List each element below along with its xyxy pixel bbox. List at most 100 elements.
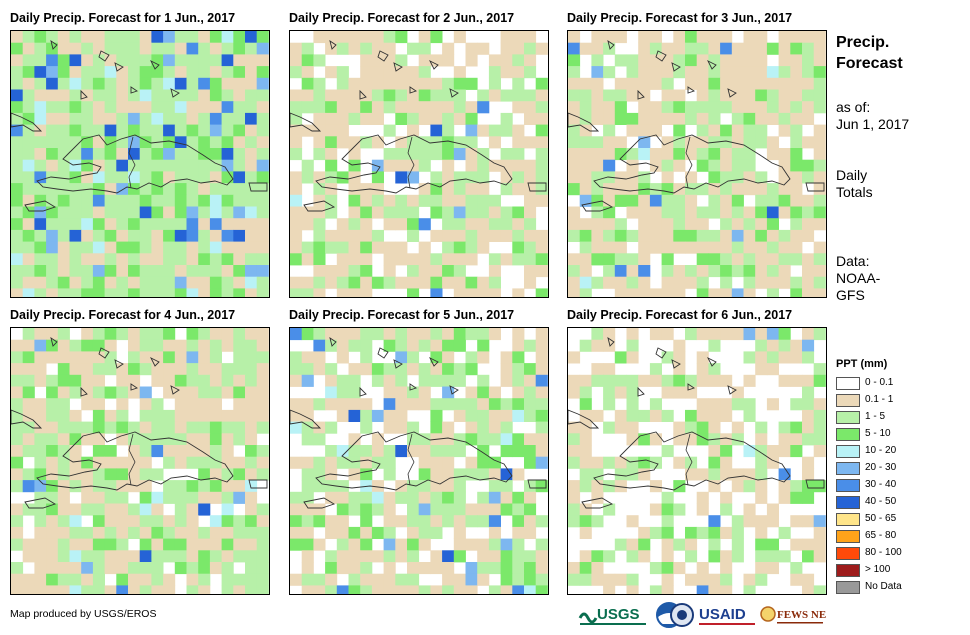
precip-cell: [790, 171, 803, 184]
precip-cell: [69, 456, 82, 469]
precip-cell: [116, 183, 129, 196]
precip-cell: [395, 206, 408, 219]
precip-cell: [290, 206, 303, 219]
precip-cell: [151, 374, 164, 387]
legend-label: 1 - 5: [865, 411, 886, 422]
precip-cell: [209, 183, 222, 196]
precip-cell: [568, 515, 581, 528]
precip-cell: [11, 42, 24, 55]
precip-cell: [290, 398, 303, 411]
precip-cell: [371, 433, 384, 446]
precip-cell: [46, 229, 59, 242]
precip-cell: [209, 159, 222, 172]
precip-cell: [57, 538, 70, 551]
island-coastline: [527, 182, 547, 192]
precip-cell: [442, 89, 455, 102]
precip-cell: [708, 253, 721, 266]
precip-cell: [34, 253, 47, 266]
precip-cell: [802, 101, 815, 114]
precip-cell: [174, 538, 187, 551]
precip-cell: [488, 409, 501, 422]
precip-cell: [163, 229, 176, 242]
precip-cell: [371, 585, 384, 594]
precip-cell: [731, 328, 744, 341]
precip-cell: [708, 77, 721, 90]
precip-cell: [198, 503, 211, 516]
precip-cell: [22, 183, 35, 196]
precip-cell: [371, 241, 384, 254]
precip-cell: [685, 54, 698, 67]
precip-cell: [256, 66, 269, 79]
precip-cell: [661, 288, 674, 297]
precip-cell: [198, 206, 211, 219]
precip-cell: [221, 573, 234, 586]
precip-cell: [57, 328, 70, 341]
precip-cell: [685, 386, 698, 399]
precip-cell: [673, 562, 686, 575]
precip-cell: [256, 550, 269, 563]
hispaniola-coastline: [593, 431, 791, 491]
precip-cell: [198, 276, 211, 289]
precip-cell: [407, 89, 420, 102]
precip-cell: [313, 433, 326, 446]
precip-cell: [731, 480, 744, 493]
precip-cell: [128, 456, 141, 469]
island-coastline: [706, 356, 717, 367]
precip-cell: [708, 66, 721, 79]
precip-cell: [673, 136, 686, 149]
precip-cell: [57, 206, 70, 219]
precip-cell: [81, 456, 94, 469]
precip-cell: [638, 433, 651, 446]
precip-cell: [766, 562, 779, 575]
precip-cell: [256, 229, 269, 242]
precip-cell: [418, 265, 431, 278]
precip-cell: [465, 386, 478, 399]
precip-cell: [34, 363, 47, 376]
precip-cell: [151, 31, 164, 44]
precip-cell: [221, 363, 234, 376]
precip-cell: [104, 445, 117, 458]
precip-cell: [371, 491, 384, 504]
precip-cell: [174, 101, 187, 114]
precip-cell: [22, 54, 35, 67]
precip-cell: [535, 183, 548, 196]
island-coastline: [581, 200, 614, 212]
precip-cell: [579, 398, 592, 411]
precip-cell: [418, 194, 431, 207]
precip-cell: [313, 573, 326, 586]
precip-cell: [69, 31, 82, 44]
precip-cell: [325, 445, 338, 458]
precip-cell: [407, 503, 420, 516]
precip-cell: [579, 253, 592, 266]
hispaniola-coastline: [593, 134, 791, 194]
precip-cell: [603, 148, 616, 161]
precip-cell: [579, 288, 592, 297]
precip-cell: [128, 351, 141, 364]
precip-cell: [104, 585, 117, 594]
precip-cell: [755, 124, 768, 137]
precip-cell: [790, 136, 803, 149]
precip-cell: [313, 585, 326, 594]
precip-cell: [395, 101, 408, 114]
precip-cell: [453, 374, 466, 387]
haiti-dr-border: [407, 136, 415, 189]
precip-cell: [186, 218, 199, 231]
precip-cell: [151, 503, 164, 516]
precip-cell: [407, 526, 420, 539]
precip-cell: [34, 351, 47, 364]
precip-cell: [81, 101, 94, 114]
precip-cell: [371, 573, 384, 586]
precip-cell: [430, 101, 443, 114]
precip-cell: [163, 66, 176, 79]
precip-cell: [418, 31, 431, 44]
precip-cell: [731, 124, 744, 137]
precip-cell: [685, 433, 698, 446]
precip-cell: [512, 585, 525, 594]
precip-cell: [430, 480, 443, 493]
precip-cell: [512, 515, 525, 528]
precip-cell: [256, 241, 269, 254]
data-line1: NOAA-: [836, 270, 881, 286]
precip-cell: [290, 538, 303, 551]
precip-cell: [128, 573, 141, 586]
precip-cell: [720, 288, 733, 297]
